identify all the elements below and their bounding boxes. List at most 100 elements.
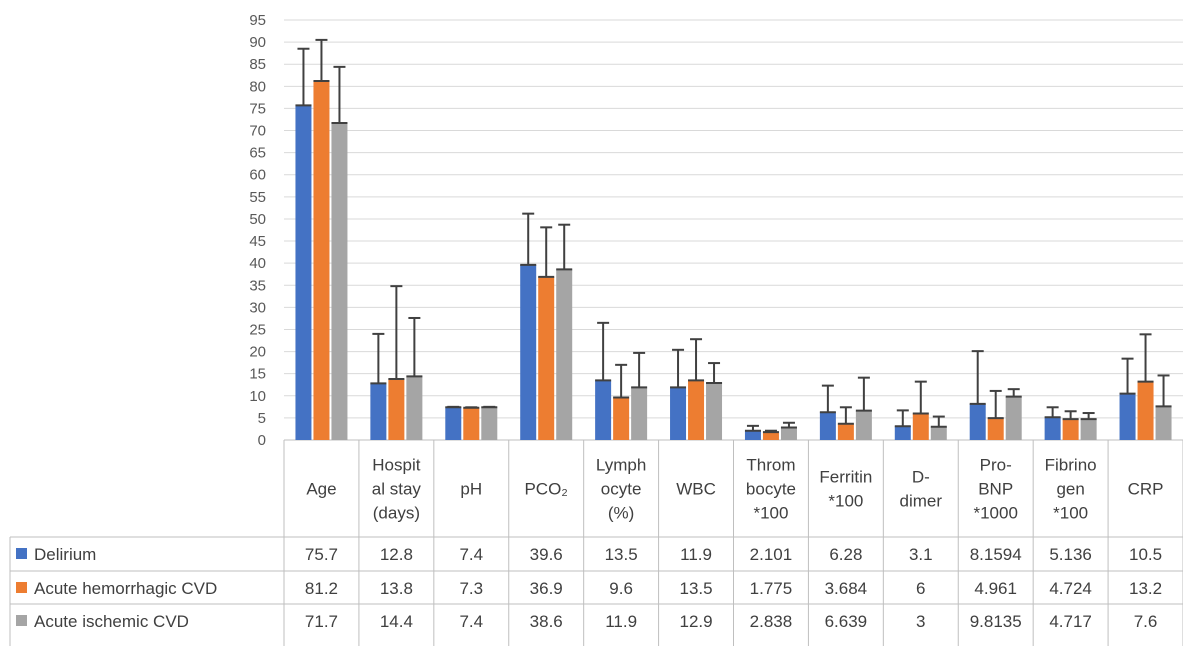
y-tick-label: 0: [258, 432, 266, 449]
table-value: 71.7: [305, 612, 338, 631]
y-tick-label: 40: [249, 255, 266, 272]
x-category-label: pH: [460, 480, 482, 499]
table-value: 7.6: [1134, 612, 1158, 631]
x-category-label: BNP: [978, 480, 1013, 499]
table-value: 12.9: [679, 612, 712, 631]
table-value: 4.724: [1049, 579, 1092, 598]
bars: [295, 81, 1172, 440]
table-value: 38.6: [530, 612, 563, 631]
table-value: 6.28: [829, 545, 862, 564]
bar: [1137, 381, 1154, 440]
table-value: 4.961: [974, 579, 1017, 598]
legend-key: [16, 615, 27, 626]
x-category-label: WBC: [676, 480, 716, 499]
bar: [1155, 406, 1172, 440]
table-value: 13.5: [605, 545, 638, 564]
bar: [837, 423, 854, 440]
table-value: 1.775: [750, 579, 793, 598]
x-category-label: bocyte: [746, 480, 796, 499]
y-tick-label: 15: [249, 366, 266, 383]
table-value: 81.2: [305, 579, 338, 598]
y-tick-label: 10: [249, 388, 266, 405]
bar: [744, 430, 761, 440]
bar: [819, 412, 836, 440]
table-value: 2.838: [750, 612, 793, 631]
y-axis: 0 5 10 15 20 25 30 35 40 45 50 55 60 65 70 75 80 85 90 95: [249, 12, 266, 449]
legend-key: [16, 548, 27, 559]
table-value: 3: [916, 612, 925, 631]
table-value: 12.8: [380, 545, 413, 564]
y-tick-label: 25: [249, 321, 266, 338]
table-value: 2.101: [750, 545, 793, 564]
table-value: 10.5: [1129, 545, 1162, 564]
bar: [613, 397, 630, 440]
bar: [556, 269, 573, 440]
legend-series-name: Acute ischemic CVD: [34, 612, 189, 631]
x-category-label: CRP: [1128, 480, 1164, 499]
table-value: 8.1594: [970, 545, 1022, 564]
x-category-label: PCO₂: [524, 480, 567, 499]
table-value: 13.8: [380, 579, 413, 598]
y-tick-label: 35: [249, 277, 266, 294]
table-value: 14.4: [380, 612, 413, 631]
gridlines: [284, 19, 1183, 441]
table-value: 7.4: [459, 545, 483, 564]
y-tick-label: 50: [249, 211, 266, 228]
table-value: 4.717: [1049, 612, 1092, 631]
table-value: 6.639: [825, 612, 868, 631]
x-category-label: al stay: [372, 480, 422, 499]
bar: [912, 413, 929, 440]
legend-series-name: Acute hemorrhagic CVD: [34, 579, 217, 598]
y-tick-label: 80: [249, 78, 266, 95]
bar: [1080, 419, 1097, 440]
bar: [388, 378, 405, 440]
table-value: 11.9: [680, 545, 712, 564]
table-value: 5.136: [1049, 545, 1092, 564]
table-value: 3.1: [909, 545, 933, 564]
data-table: Age Hospit al stay (days) pH PCO₂ Lymph ocyte (%…: [9, 440, 1183, 646]
x-category-label: Ferritin: [819, 468, 872, 487]
x-category-label: (%): [608, 504, 634, 523]
x-category-label: dimer: [900, 492, 943, 511]
bar: [481, 407, 498, 440]
y-tick-label: 95: [249, 12, 266, 29]
x-category-label: (days): [373, 504, 420, 523]
x-category-label: Age: [306, 480, 336, 499]
bar: [445, 407, 462, 440]
table-value: 75.7: [305, 545, 338, 564]
bar: [463, 407, 480, 440]
x-category-label: Hospit: [372, 456, 420, 475]
y-tick-label: 65: [249, 145, 266, 162]
table-value: 3.684: [825, 579, 868, 598]
table-value: 36.9: [530, 579, 563, 598]
bar: [1062, 419, 1079, 440]
x-category-label: *100: [1053, 504, 1088, 523]
bar: [295, 105, 312, 440]
legend-series-name: Delirium: [34, 545, 96, 564]
bar: [406, 376, 423, 440]
x-category-label: *100: [753, 504, 788, 523]
bar: [930, 426, 947, 440]
x-category-label: *1000: [973, 504, 1017, 523]
bar: [370, 383, 387, 440]
y-tick-label: 20: [249, 344, 266, 361]
bar: [987, 418, 1004, 440]
x-category-label: ocyte: [601, 480, 642, 499]
y-tick-label: 75: [249, 100, 266, 117]
table-value: 7.4: [459, 612, 483, 631]
legend-key: [16, 582, 27, 593]
error-bars: [295, 38, 1172, 434]
x-category-label: *100: [828, 492, 863, 511]
y-tick-label: 85: [249, 56, 266, 73]
x-category-label: Lymph: [596, 456, 646, 475]
table-value: 39.6: [530, 545, 563, 564]
bar: [313, 81, 330, 440]
table-value: 13.2: [1129, 579, 1162, 598]
y-tick-label: 60: [249, 167, 266, 184]
bar: [706, 382, 723, 440]
x-category-label: D-: [912, 468, 930, 487]
table-value: 7.3: [459, 579, 483, 598]
bar: [855, 410, 872, 440]
bar: [688, 380, 705, 440]
bar: [331, 123, 348, 440]
